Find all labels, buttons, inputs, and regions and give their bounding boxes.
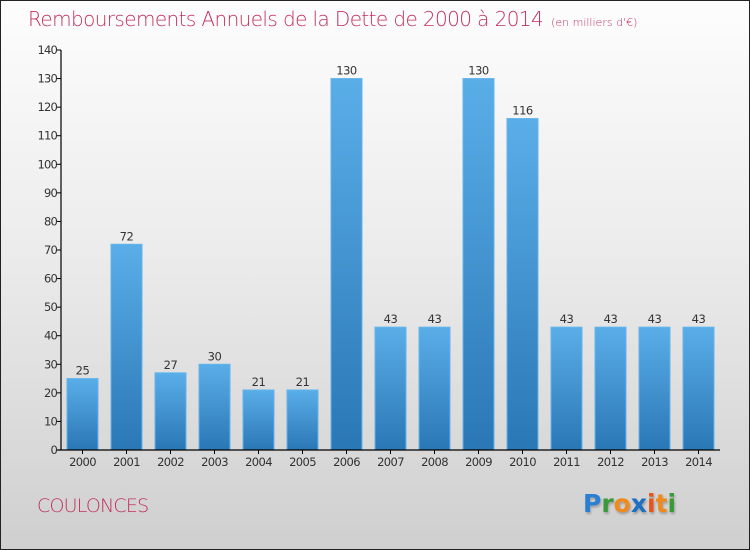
data-label-2001: 72 bbox=[120, 229, 134, 243]
chart-title-text: Remboursements Annuels de la Dette de 20… bbox=[28, 7, 544, 31]
y-tick-label-70: 70 bbox=[44, 243, 58, 257]
y-tick-label-20: 20 bbox=[44, 386, 58, 400]
data-label-2000: 25 bbox=[76, 364, 90, 378]
data-label-2005: 21 bbox=[296, 375, 310, 389]
logo-letter: r bbox=[601, 489, 614, 518]
x-tick-label-2001: 2001 bbox=[113, 455, 140, 469]
data-label-2008: 43 bbox=[428, 312, 442, 326]
proxiti-logo[interactable]: Proxiti bbox=[583, 489, 676, 518]
x-tick-label-2014: 2014 bbox=[685, 455, 712, 469]
bar-2011 bbox=[550, 326, 583, 451]
y-tick-label-60: 60 bbox=[44, 272, 58, 286]
data-label-2006: 130 bbox=[336, 64, 357, 78]
x-tick-label-2010: 2010 bbox=[509, 455, 536, 469]
bar-2014 bbox=[682, 326, 715, 451]
logo-letter: x bbox=[630, 489, 647, 518]
bar-2012 bbox=[594, 326, 627, 451]
y-tick-label-90: 90 bbox=[44, 186, 58, 200]
bar-2013 bbox=[638, 326, 671, 451]
x-tick-label-2002: 2002 bbox=[157, 455, 184, 469]
x-tick-label-2012: 2012 bbox=[597, 455, 624, 469]
x-tick-label-2005: 2005 bbox=[289, 455, 316, 469]
data-label-2004: 21 bbox=[252, 375, 266, 389]
logo-letter: i bbox=[667, 489, 677, 518]
chart-title: Remboursements Annuels de la Dette de 20… bbox=[28, 7, 637, 31]
bar-2008 bbox=[418, 326, 451, 451]
y-tick-label-10: 10 bbox=[44, 414, 58, 428]
data-label-2011: 43 bbox=[560, 312, 574, 326]
bar-2007 bbox=[374, 326, 407, 451]
y-tick-label-30: 30 bbox=[44, 357, 58, 371]
data-label-2002: 27 bbox=[164, 358, 178, 372]
bar-2003 bbox=[198, 363, 231, 451]
data-label-2009: 130 bbox=[468, 64, 489, 78]
logo-letter: P bbox=[583, 489, 602, 518]
bar-2005 bbox=[286, 389, 319, 451]
data-label-2007: 43 bbox=[384, 312, 398, 326]
y-tick-label-0: 0 bbox=[50, 443, 57, 457]
data-label-2014: 43 bbox=[692, 312, 706, 326]
y-tick-label-120: 120 bbox=[37, 100, 57, 114]
bar-2001 bbox=[110, 243, 143, 451]
x-tick-label-2011: 2011 bbox=[553, 455, 580, 469]
bar-2000 bbox=[66, 378, 99, 451]
x-tick-label-2004: 2004 bbox=[245, 455, 272, 469]
x-tick-label-2000: 2000 bbox=[69, 455, 96, 469]
x-tick-label-2009: 2009 bbox=[465, 455, 492, 469]
y-tick-label-50: 50 bbox=[44, 300, 58, 314]
x-tick-label-2007: 2007 bbox=[377, 455, 404, 469]
bar-2002 bbox=[154, 372, 187, 451]
y-tick-label-130: 130 bbox=[37, 72, 57, 86]
y-tick-label-110: 110 bbox=[37, 129, 57, 143]
data-label-2012: 43 bbox=[604, 312, 618, 326]
axes-group: 2000 2001 2002 2003 2004 2005 2006 2007 2008 2009… bbox=[37, 43, 720, 469]
bars-group: 25 72 27 30 21 21 130 43 43 130 116 43 43 43 43 bbox=[66, 64, 715, 451]
logo-letter: t bbox=[655, 489, 668, 518]
y-tick-label-80: 80 bbox=[44, 214, 58, 228]
data-label-2013: 43 bbox=[648, 312, 662, 326]
y-tick-label-40: 40 bbox=[44, 329, 58, 343]
bar-2006 bbox=[330, 78, 363, 451]
x-tick-label-2013: 2013 bbox=[641, 455, 668, 469]
y-tick-label-140: 140 bbox=[37, 43, 57, 57]
commune-name: COULONCES bbox=[37, 495, 149, 517]
chart-subtitle: (en milliers d'€) bbox=[551, 16, 638, 29]
data-label-2010: 116 bbox=[512, 104, 533, 118]
bar-2009 bbox=[462, 78, 495, 451]
x-tick-label-2008: 2008 bbox=[421, 455, 448, 469]
data-label-2003: 30 bbox=[208, 349, 222, 363]
logo-letter: i bbox=[647, 489, 656, 518]
x-tick-label-2003: 2003 bbox=[201, 455, 228, 469]
y-tick-label-100: 100 bbox=[37, 157, 57, 171]
x-tick-label-2006: 2006 bbox=[333, 455, 360, 469]
logo-letter: o bbox=[613, 489, 631, 518]
bar-2004 bbox=[242, 389, 275, 451]
bar-2010 bbox=[506, 118, 539, 451]
